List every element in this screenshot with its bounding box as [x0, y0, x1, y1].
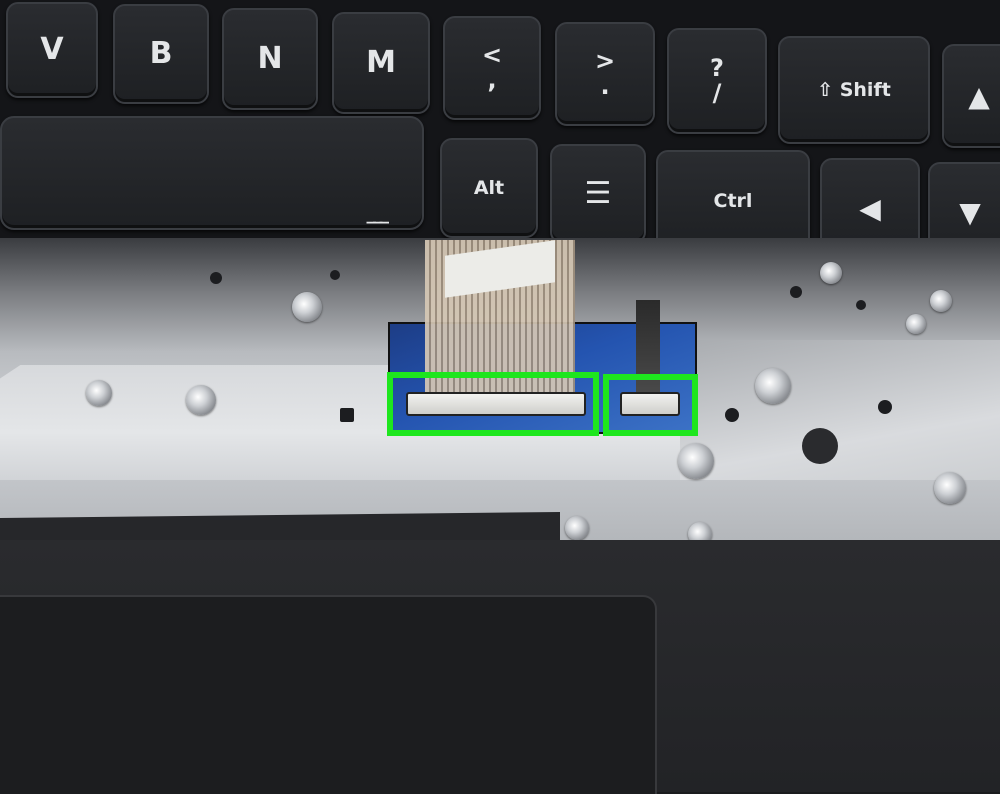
key-space-label: ___ — [366, 202, 389, 224]
key-ctrl-label: Ctrl — [713, 190, 753, 212]
menu-icon: ☰ — [584, 176, 612, 211]
key-b-label: B — [149, 36, 173, 71]
plate-hole — [790, 286, 802, 298]
plate-hole — [210, 272, 222, 284]
backlight-cable-connector[interactable] — [620, 392, 680, 416]
key-menu: ☰ — [550, 144, 646, 244]
key-v: V — [6, 2, 98, 98]
plate-hole — [330, 270, 340, 280]
key-slash-top: ? — [710, 53, 724, 82]
key-slash: ? / — [667, 28, 767, 134]
plate-hole — [725, 408, 739, 422]
plate-hole — [856, 300, 866, 310]
screw — [86, 380, 112, 406]
key-ctrl: Ctrl — [656, 150, 810, 252]
key-comma-bottom: , — [487, 66, 497, 94]
key-alt: Alt — [440, 138, 538, 238]
key-n-label: N — [257, 41, 283, 76]
key-period-bottom: . — [600, 72, 610, 100]
highlight-box-small-connector — [603, 374, 698, 436]
key-space: ___ — [0, 116, 424, 230]
key-alt-label: Alt — [473, 177, 505, 199]
plate-hole — [340, 408, 354, 422]
screw — [755, 368, 791, 404]
screw — [930, 290, 952, 312]
key-slash-bottom: / — [712, 79, 722, 107]
key-comma: < , — [443, 16, 541, 120]
cog-screw — [802, 428, 838, 464]
key-shift: ⇧ Shift — [778, 36, 930, 144]
screw — [678, 443, 714, 479]
key-comma-top: < — [481, 40, 503, 69]
screw — [906, 314, 926, 334]
screw — [186, 385, 216, 415]
screw — [820, 262, 842, 284]
key-period-top: > — [594, 46, 616, 75]
keyboard-ribbon-connector[interactable] — [406, 392, 586, 416]
arrow-left-icon: ◀ — [859, 191, 881, 225]
screw — [934, 472, 966, 504]
key-m-label: M — [366, 45, 396, 80]
key-period: > . — [555, 22, 655, 126]
key-v-label: V — [40, 32, 64, 67]
screw — [565, 516, 589, 540]
key-arrow-up: ▲ — [942, 44, 1000, 148]
screw — [292, 292, 322, 322]
key-shift-label: ⇧ Shift — [817, 79, 891, 101]
key-m: M — [332, 12, 430, 114]
key-n: N — [222, 8, 318, 110]
plate-hole — [878, 400, 892, 414]
highlight-box-wide-connector — [387, 372, 599, 436]
touchpad[interactable] — [0, 595, 657, 794]
key-b: B — [113, 4, 209, 104]
arrow-down-icon: ▼ — [959, 195, 981, 229]
arrow-up-icon: ▲ — [968, 79, 990, 113]
